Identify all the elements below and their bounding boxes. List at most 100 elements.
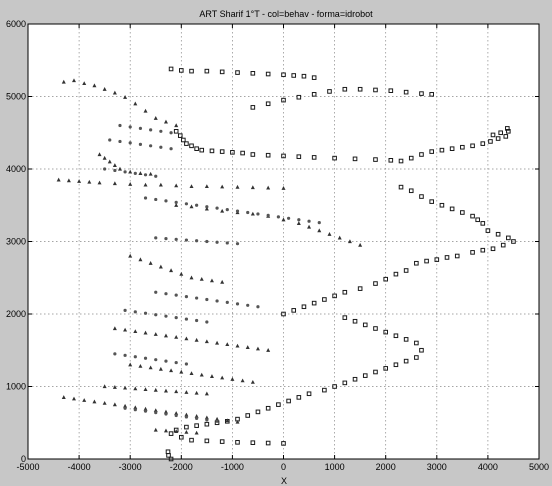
data-point bbox=[82, 398, 87, 402]
data-point bbox=[153, 116, 158, 120]
data-point bbox=[470, 143, 475, 149]
data-point bbox=[184, 238, 189, 242]
x-tick-label: 2000 bbox=[376, 462, 396, 472]
data-point bbox=[143, 406, 148, 411]
data-point bbox=[133, 329, 138, 333]
data-point bbox=[209, 148, 215, 154]
data-point bbox=[235, 302, 240, 306]
data-point bbox=[174, 429, 179, 434]
data-point bbox=[220, 184, 225, 189]
data-point bbox=[347, 239, 352, 244]
data-point bbox=[362, 322, 368, 328]
data-point bbox=[153, 427, 158, 432]
data-point bbox=[383, 276, 388, 282]
data-point bbox=[123, 406, 127, 410]
data-point bbox=[163, 428, 168, 433]
data-point bbox=[174, 200, 178, 204]
data-point bbox=[317, 221, 321, 225]
data-point bbox=[296, 395, 302, 400]
data-point bbox=[148, 171, 153, 176]
data-point bbox=[225, 208, 229, 212]
data-point bbox=[128, 125, 132, 129]
data-point bbox=[143, 356, 148, 360]
series-1 bbox=[165, 66, 516, 462]
data-point bbox=[419, 347, 424, 353]
x-tick-label: -5000 bbox=[16, 462, 39, 472]
data-point bbox=[256, 305, 260, 309]
data-point bbox=[383, 329, 388, 335]
x-tick-label: 1000 bbox=[325, 462, 345, 472]
y-tick-label: 5000 bbox=[6, 92, 26, 102]
data-point bbox=[373, 369, 378, 375]
data-point bbox=[164, 237, 168, 241]
data-point bbox=[123, 327, 128, 332]
data-point bbox=[133, 101, 138, 106]
data-point bbox=[403, 89, 409, 95]
data-point bbox=[164, 412, 168, 416]
data-point bbox=[179, 271, 184, 276]
data-point bbox=[163, 333, 168, 338]
data-point bbox=[205, 297, 209, 302]
data-point bbox=[117, 166, 122, 171]
data-point bbox=[225, 342, 230, 347]
data-point bbox=[265, 440, 271, 446]
grid bbox=[28, 24, 539, 459]
data-point bbox=[342, 315, 348, 320]
data-point bbox=[174, 389, 179, 394]
data-point bbox=[194, 423, 199, 428]
data-point bbox=[205, 320, 209, 324]
data-point bbox=[291, 308, 297, 313]
data-point bbox=[199, 277, 204, 281]
data-point bbox=[189, 143, 194, 149]
data-point bbox=[322, 297, 327, 302]
data-point bbox=[480, 141, 486, 146]
data-point bbox=[281, 72, 286, 78]
data-point bbox=[195, 318, 199, 323]
data-point bbox=[500, 242, 506, 248]
data-point bbox=[128, 169, 133, 174]
data-point bbox=[184, 295, 189, 299]
data-point bbox=[230, 377, 235, 381]
data-point bbox=[174, 237, 178, 241]
data-point bbox=[133, 310, 137, 314]
data-point bbox=[174, 413, 178, 418]
data-point bbox=[164, 359, 168, 363]
data-point bbox=[204, 68, 210, 74]
data-point bbox=[265, 101, 271, 107]
data-point bbox=[439, 202, 445, 208]
data-point bbox=[143, 387, 148, 391]
data-point bbox=[311, 300, 317, 306]
data-point bbox=[189, 275, 194, 280]
data-point bbox=[128, 362, 133, 367]
data-point bbox=[82, 81, 87, 86]
x-tick-label: -3000 bbox=[119, 462, 142, 472]
data-point bbox=[108, 138, 112, 142]
data-point bbox=[61, 79, 66, 84]
data-point bbox=[103, 167, 107, 171]
data-point bbox=[143, 108, 148, 113]
data-point bbox=[215, 299, 219, 303]
data-point bbox=[163, 388, 168, 393]
data-point bbox=[266, 213, 270, 217]
data-point bbox=[480, 221, 486, 226]
data-point bbox=[71, 78, 76, 83]
data-point bbox=[220, 208, 225, 213]
data-point bbox=[163, 119, 168, 124]
data-point bbox=[154, 411, 158, 415]
data-point bbox=[225, 418, 230, 423]
data-point bbox=[506, 129, 511, 134]
data-point bbox=[66, 178, 71, 183]
data-point bbox=[449, 206, 455, 212]
data-point bbox=[158, 182, 163, 187]
x-tick-label: -1000 bbox=[221, 462, 244, 472]
data-point bbox=[373, 157, 378, 162]
data-point bbox=[184, 141, 189, 146]
data-point bbox=[148, 365, 153, 370]
data-point bbox=[373, 281, 378, 286]
data-point bbox=[184, 390, 189, 394]
series-2 bbox=[56, 78, 363, 435]
data-point bbox=[220, 375, 225, 380]
y-tick-label: 0 bbox=[21, 454, 26, 464]
data-point bbox=[184, 415, 189, 419]
data-point bbox=[403, 337, 409, 342]
